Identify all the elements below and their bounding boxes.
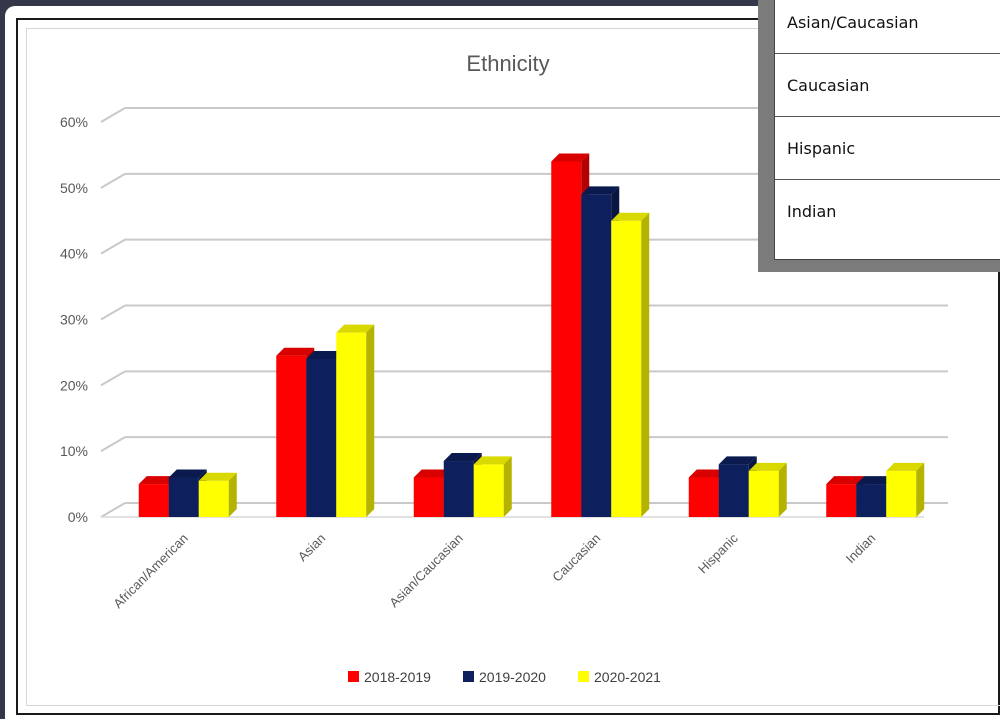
bar-front	[138, 484, 169, 517]
bar-front	[611, 220, 642, 517]
y-tick-label: 40%	[60, 246, 88, 262]
bar	[473, 456, 512, 517]
y-axis-ticks: 0% 10% 20% 30% 40% 50% 60%	[60, 114, 88, 525]
x-tick-label: Asian	[295, 531, 329, 565]
bar-top	[198, 472, 237, 481]
bar-front	[443, 461, 474, 517]
legend-label: 2019-2020	[479, 669, 546, 685]
bar-front	[168, 477, 199, 517]
gridline-depth	[100, 107, 126, 123]
y-tick-label: 60%	[60, 114, 88, 130]
bars	[138, 153, 925, 517]
bar-front	[826, 484, 857, 517]
bar-side	[228, 472, 237, 517]
bar-front	[748, 470, 779, 517]
bar-top	[168, 469, 207, 478]
x-tick-label: Asian/Caucasian	[386, 531, 466, 611]
bar-top	[473, 456, 512, 465]
y-tick-label: 0%	[68, 509, 88, 525]
bar-top	[856, 476, 895, 485]
bar-front	[688, 477, 719, 517]
legend-label: 2020-2021	[594, 669, 661, 685]
bar-front	[473, 464, 504, 517]
bar	[748, 462, 787, 517]
gridline-depth	[100, 436, 126, 453]
table-row: Indian	[787, 202, 837, 221]
bar-top	[748, 462, 787, 471]
ethnicity-table: Asian/Caucasian Caucasian Hispanic India…	[774, 0, 1000, 260]
bar	[336, 324, 375, 517]
x-tick-label: Indian	[843, 531, 879, 567]
bar-side	[503, 456, 512, 517]
y-tick-label: 20%	[60, 377, 88, 393]
gridline-depth	[100, 502, 126, 518]
bar-side	[366, 324, 375, 517]
bar-front	[336, 332, 367, 517]
legend-swatch	[348, 671, 359, 682]
table-row: Hispanic	[775, 117, 1000, 180]
bar-front	[413, 477, 444, 517]
bar-top	[886, 462, 925, 471]
x-axis-labels: African/American Asian Asian/Caucasian Cauc…	[110, 530, 878, 611]
x-tick-label: African/American	[110, 531, 191, 612]
chart-area-outline	[26, 28, 1000, 706]
bar-front	[886, 470, 917, 517]
bar-top	[138, 476, 177, 485]
bar-side	[778, 462, 787, 517]
bar-side	[916, 462, 925, 517]
bar-top	[581, 186, 620, 195]
bar-top	[611, 212, 650, 221]
legend-swatch	[578, 671, 589, 682]
overlay-table-panel: Asian/Caucasian Caucasian Hispanic India…	[758, 0, 1000, 272]
legend-label: 2018-2019	[364, 669, 431, 685]
y-tick-label: 30%	[60, 312, 88, 328]
bar-top	[336, 324, 375, 333]
chart-title: Ethnicity	[466, 51, 549, 76]
y-tick-label: 10%	[60, 443, 88, 459]
gridline-depth	[100, 370, 126, 387]
bar-top	[551, 153, 590, 162]
x-tick-label: Hispanic	[695, 530, 741, 576]
gridline-depth	[100, 238, 126, 255]
bar-top	[306, 351, 345, 359]
legend-swatch	[463, 671, 474, 682]
bar-top	[718, 456, 757, 465]
bar	[856, 476, 895, 517]
bar-top	[688, 469, 727, 478]
bar-top	[826, 476, 865, 485]
gridline-depth	[100, 172, 126, 189]
bar-top	[443, 453, 482, 462]
bar-front	[276, 355, 307, 517]
bar-front	[581, 194, 612, 517]
bar-front	[718, 464, 749, 517]
bar-front	[856, 484, 887, 517]
bar-front	[306, 359, 337, 517]
bar-top	[413, 469, 452, 478]
bar-side	[641, 212, 650, 517]
y-tick-label: 50%	[60, 180, 88, 196]
bar-top	[276, 347, 315, 356]
bar	[198, 472, 237, 517]
legend: 2018-2019 2019-2020 2020-2021	[348, 669, 661, 685]
table-row: Asian/Caucasian	[775, 0, 1000, 54]
table-row: Caucasian	[775, 54, 1000, 117]
bar-front	[198, 480, 229, 517]
bar	[611, 212, 650, 517]
gridline-depth	[100, 304, 126, 321]
x-tick-label: Caucasian	[549, 531, 603, 585]
bar-front	[551, 161, 582, 517]
bar	[886, 462, 925, 517]
